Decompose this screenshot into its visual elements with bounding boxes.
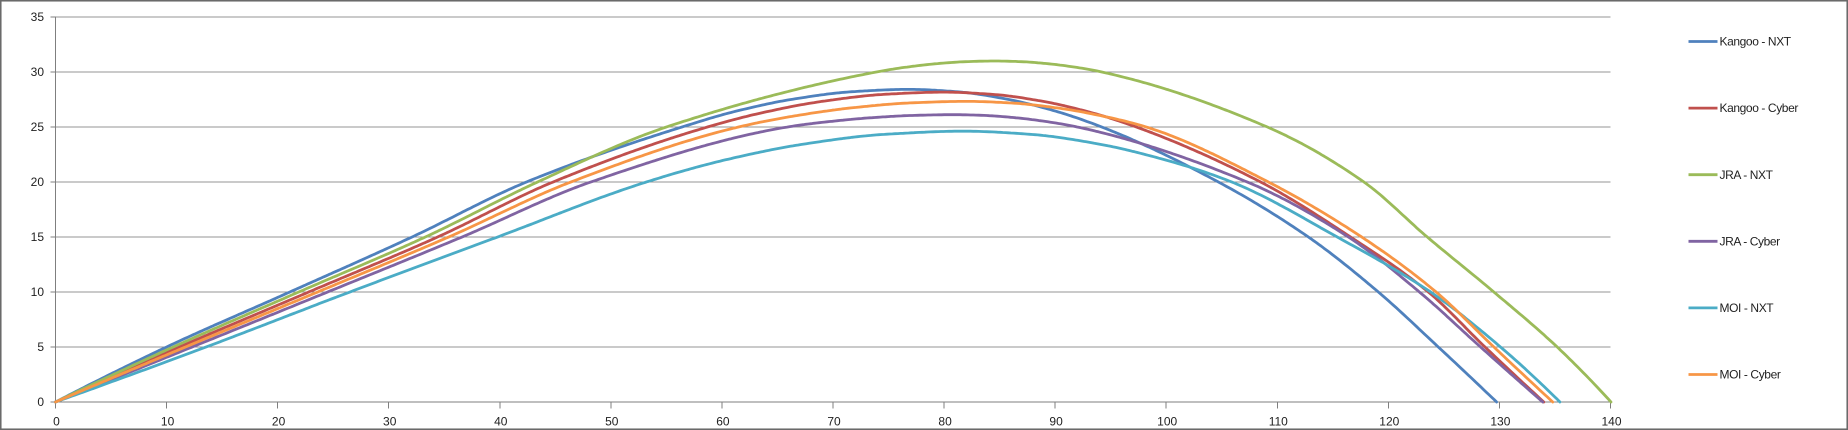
svg-text:0: 0 xyxy=(37,395,44,409)
svg-text:20: 20 xyxy=(272,415,286,429)
svg-text:80: 80 xyxy=(938,415,952,429)
svg-text:100: 100 xyxy=(1157,415,1177,429)
svg-text:Kangoo - Cyber: Kangoo - Cyber xyxy=(1720,101,1799,115)
svg-text:140: 140 xyxy=(1601,415,1621,429)
svg-text:10: 10 xyxy=(161,415,175,429)
svg-text:Kangoo - NXT: Kangoo - NXT xyxy=(1720,35,1792,49)
svg-text:MOI - NXT: MOI - NXT xyxy=(1720,301,1775,315)
svg-text:5: 5 xyxy=(37,340,44,354)
svg-text:JRA - Cyber: JRA - Cyber xyxy=(1720,234,1781,248)
svg-text:10: 10 xyxy=(31,285,45,299)
svg-text:50: 50 xyxy=(605,415,619,429)
svg-text:130: 130 xyxy=(1490,415,1510,429)
svg-text:90: 90 xyxy=(1049,415,1063,429)
svg-text:30: 30 xyxy=(383,415,397,429)
svg-text:110: 110 xyxy=(1269,415,1288,429)
svg-text:35: 35 xyxy=(31,10,45,24)
svg-text:20: 20 xyxy=(31,175,45,189)
svg-text:0: 0 xyxy=(53,415,60,429)
svg-text:15: 15 xyxy=(31,230,45,244)
svg-text:70: 70 xyxy=(827,415,841,429)
svg-text:60: 60 xyxy=(716,415,730,429)
svg-text:40: 40 xyxy=(494,415,508,429)
svg-text:25: 25 xyxy=(31,120,45,134)
svg-text:MOI - Cyber: MOI - Cyber xyxy=(1720,368,1781,382)
svg-text:120: 120 xyxy=(1379,415,1399,429)
svg-text:JRA - NXT: JRA - NXT xyxy=(1720,168,1774,182)
svg-text:30: 30 xyxy=(31,65,45,79)
